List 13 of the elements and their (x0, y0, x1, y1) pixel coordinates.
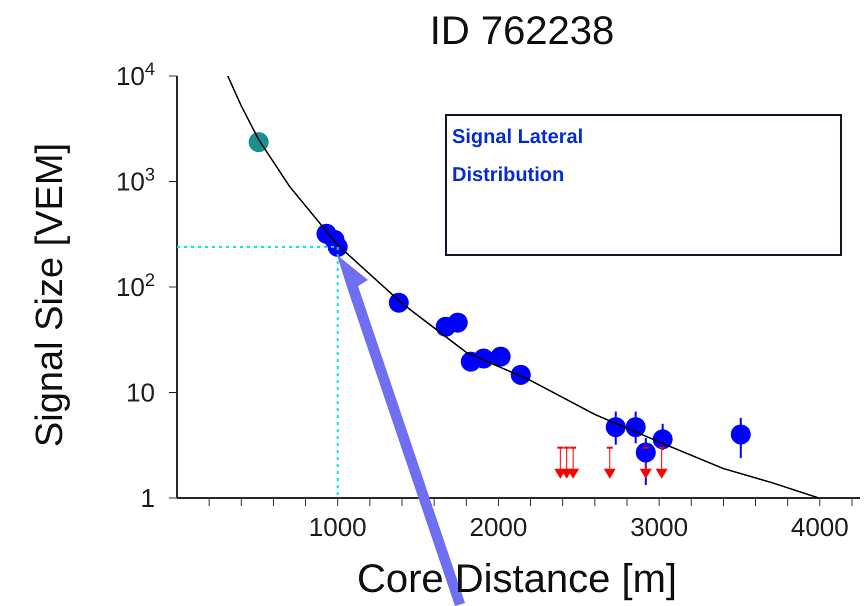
x-tick-label: 1000 (308, 512, 367, 542)
x-tick-label: 3000 (630, 512, 688, 542)
y-tick-label: 10$^{2}$ (116, 270, 155, 302)
y-tick-label: 1 (140, 483, 155, 513)
x-tick-label: 2000 (469, 512, 528, 542)
x-axis-title: Core Distance [m] (356, 557, 678, 601)
x-tick-label: 4000 (790, 512, 849, 542)
annotation: Signal Lateral Distribution (452, 125, 584, 188)
chart-title: ID 762238 (430, 9, 614, 53)
y-tick-label: 10$^{3}$ (116, 164, 155, 196)
y-axis-title: Signal Size [VEM] (29, 142, 71, 448)
y-tick-label: 10$^{4}$ (116, 59, 155, 91)
y-tick-label: 10 (126, 378, 155, 408)
